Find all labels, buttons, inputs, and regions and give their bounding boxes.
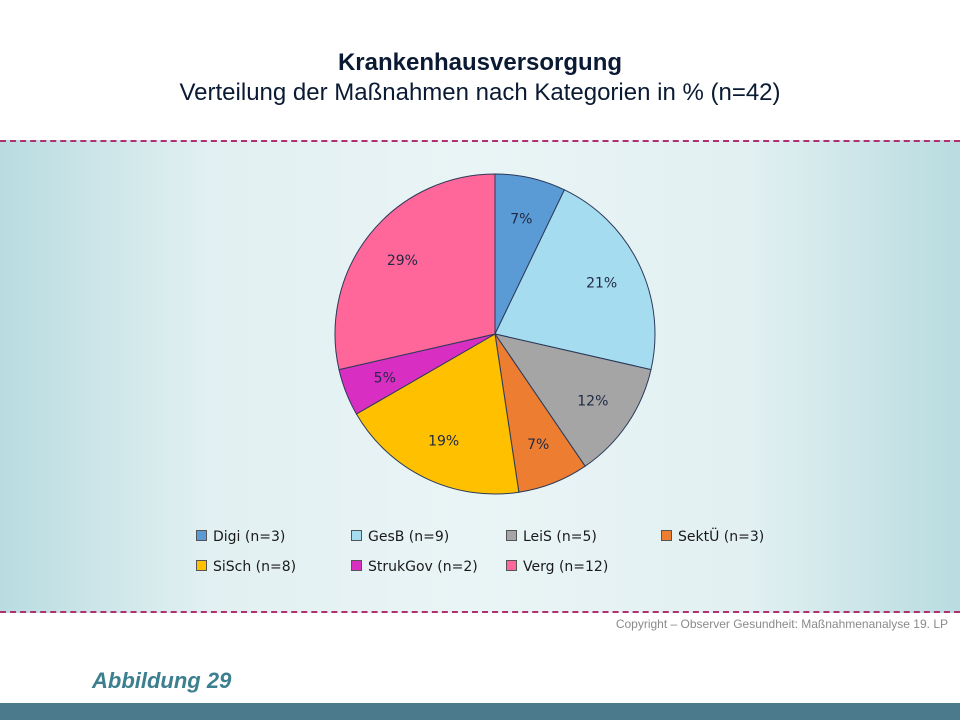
pie-slice — [334, 173, 496, 371]
legend-swatch — [351, 560, 362, 571]
figure-label: Abbildung 29 — [92, 668, 232, 693]
legend-label: Verg (n=12) — [523, 559, 609, 575]
legend-label: Digi (n=3) — [213, 529, 286, 545]
pie-data-label: 19% — [428, 434, 459, 450]
legend-swatch — [506, 560, 517, 571]
copyright-note: Copyright – Observer Gesundheit: Maßnahm… — [615, 617, 948, 631]
legend-swatch — [196, 530, 207, 541]
legend-swatch — [351, 530, 362, 541]
legend-item: Digi (n=3) — [196, 529, 285, 545]
legend-item: Verg (n=12) — [506, 559, 608, 575]
legend-label: SektÜ (n=3) — [678, 529, 765, 545]
pie-data-label: 7% — [510, 212, 532, 228]
chart-title: Krankenhausversorgung — [337, 49, 623, 76]
legend-item: SektÜ (n=3) — [661, 529, 764, 545]
legend-item: SiSch (n=8) — [196, 559, 296, 575]
pie-data-label: 7% — [527, 437, 549, 453]
legend-swatch — [661, 530, 672, 541]
pie-data-label: 5% — [374, 370, 396, 386]
legend-label: SiSch (n=8) — [213, 559, 297, 575]
legend-label: StrukGov (n=2) — [368, 559, 478, 575]
pie-data-label: 12% — [577, 394, 608, 410]
pie-slice — [355, 333, 520, 495]
pie-slice — [493, 333, 652, 467]
legend-item: GesB (n=9) — [351, 529, 449, 545]
footer-bar — [0, 703, 960, 720]
pie-slice — [494, 189, 656, 371]
legend-item: StrukGov (n=2) — [351, 559, 478, 575]
pie-data-label: 29% — [387, 253, 418, 269]
chart-title-block: Krankenhausversorgung Verteilung der Maß… — [0, 48, 960, 108]
legend-item: LeiS (n=5) — [506, 529, 597, 545]
pie-data-label: 21% — [586, 276, 617, 292]
legend-swatch — [506, 530, 517, 541]
legend-label: LeiS (n=5) — [523, 529, 597, 545]
legend-swatch — [196, 560, 207, 571]
legend-label: GesB (n=9) — [368, 529, 450, 545]
chart-subtitle: Verteilung der Maßnahmen nach Kategorien… — [179, 79, 781, 106]
